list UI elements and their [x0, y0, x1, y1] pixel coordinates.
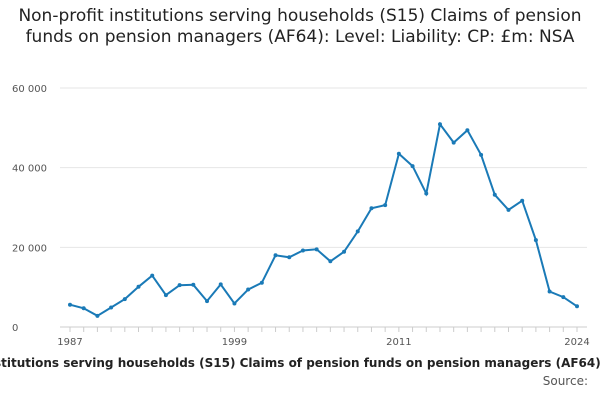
- data-point: [383, 203, 388, 208]
- data-point: [163, 293, 168, 298]
- y-tick-label: 20 000: [12, 243, 47, 254]
- data-point: [300, 248, 305, 253]
- y-tick-label: 40 000: [12, 164, 47, 175]
- data-point: [150, 273, 155, 278]
- data-point: [533, 238, 538, 243]
- data-point: [68, 302, 72, 307]
- data-point: [246, 287, 251, 292]
- data-point: [95, 313, 100, 318]
- data-point: [369, 206, 374, 211]
- data-point: [561, 295, 566, 300]
- data-point: [506, 207, 511, 212]
- data-point: [314, 247, 319, 252]
- series-points: [68, 122, 579, 318]
- data-point: [437, 122, 442, 127]
- series-line: [69, 121, 578, 317]
- data-point: [273, 253, 278, 258]
- data-point: [136, 284, 141, 289]
- data-point: [410, 164, 415, 169]
- data-point: [205, 299, 210, 304]
- chart-title: Non-profit institutions serving househol…: [18, 6, 582, 47]
- data-point: [492, 192, 497, 197]
- x-tick-label: 1987: [57, 337, 82, 348]
- data-point: [328, 259, 333, 264]
- data-point: [355, 229, 360, 234]
- data-point: [520, 198, 525, 203]
- data-point: [575, 304, 579, 309]
- data-point: [191, 282, 196, 287]
- x-tick-label: 1999: [222, 337, 247, 348]
- data-point: [177, 283, 182, 288]
- y-tick-label: 60 000: [12, 84, 47, 95]
- data-point: [232, 301, 237, 306]
- data-point: [109, 305, 114, 310]
- gridlines: [60, 87, 587, 248]
- x-tick-labels: 1987 1999 2011 2024: [57, 337, 589, 348]
- x-axis-title: Non-profit institutions serving househol…: [0, 356, 600, 370]
- x-axis: [60, 326, 587, 332]
- data-point: [451, 140, 456, 145]
- data-point: [396, 151, 401, 156]
- data-point: [424, 191, 429, 196]
- y-tick-label: 0: [12, 323, 18, 334]
- data-point: [81, 306, 86, 311]
- data-point: [479, 152, 484, 157]
- y-tick-labels: 0 20 000 40 000 60 000: [12, 84, 47, 334]
- data-point: [465, 128, 470, 133]
- x-axis-title-clip: Non-profit institutions serving househol…: [0, 356, 600, 376]
- source-label: Source:: [542, 374, 588, 388]
- data-point: [259, 280, 264, 285]
- x-tick-label: 2024: [564, 337, 589, 348]
- data-point: [287, 255, 292, 260]
- data-point: [122, 297, 127, 302]
- data-point: [342, 249, 347, 254]
- data-point: [218, 282, 223, 287]
- x-tick-label: 2011: [386, 337, 411, 348]
- data-point: [547, 289, 552, 294]
